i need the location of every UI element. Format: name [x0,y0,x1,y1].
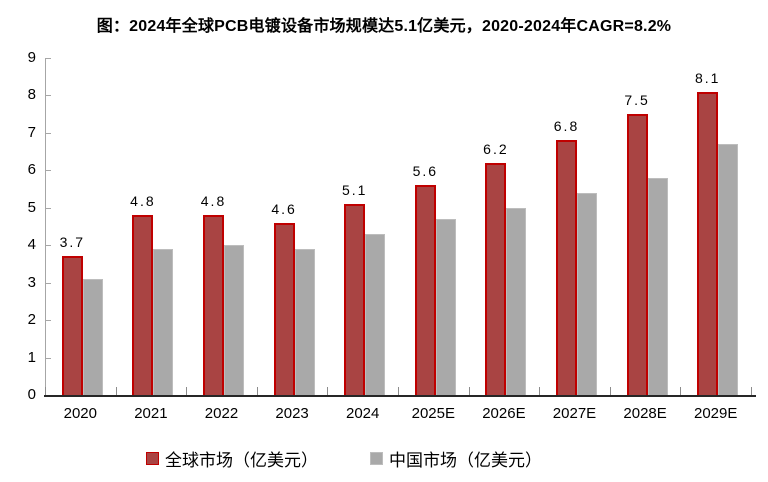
x-label-2021: 2021 [134,405,168,422]
y-tick-label: 6 [27,161,36,179]
x-tick [398,387,399,395]
data-label-global-2024: 5.1 [341,182,368,199]
bar-china-2022 [224,245,244,395]
data-label-global-2028E: 7.5 [624,92,650,109]
x-tick [186,387,188,395]
data-label-global-2026E: 6.2 [483,140,509,157]
x-label-2028E: 2028E [623,405,667,422]
bar-china-2023 [294,248,315,395]
y-tick [46,245,51,247]
bar-global-2029E [697,91,719,395]
x-label-2022: 2022 [204,405,239,422]
x-tick [609,387,611,395]
bar-china-2026E [506,207,527,395]
bar-china-2028E [647,177,668,395]
data-label-global-2029E: 8.1 [694,69,721,86]
data-label-global-2025E: 5.6 [412,163,439,180]
y-tick [46,132,51,134]
bar-global-2026E [485,162,507,395]
bar-global-2025E [414,185,436,395]
bar-global-2023 [273,222,295,395]
bar-china-2027E [577,192,597,395]
bar-global-2024 [344,204,366,395]
y-tick [46,207,51,209]
y-tick [46,58,51,59]
data-label-global-2022: 4.8 [200,193,227,210]
y-tick-label: 0 [27,386,36,403]
bar-global-2022 [203,215,224,395]
y-tick-label: 7 [27,123,36,141]
x-tick [680,387,682,395]
y-tick-label: 8 [27,86,36,104]
legend-entry-global: 全球市场（亿美元） [146,446,318,471]
bar-china-2029E [718,144,739,395]
bar-global-2021 [132,215,154,395]
bar-china-2025E [435,219,456,395]
x-label-2023: 2023 [275,405,309,422]
bar-china-2024 [365,233,386,395]
y-tick-label: 3 [27,273,36,291]
x-tick [751,387,752,395]
y-tick [46,170,51,172]
x-tick [468,387,470,395]
data-label-global-2023: 4.6 [271,200,297,217]
x-tick [45,387,46,395]
x-label-2020: 2020 [63,405,97,422]
x-tick [256,387,258,395]
y-tick-label: 2 [27,311,36,329]
china-series-swatch-icon [370,452,383,465]
data-label-global-2027E: 6.8 [553,118,580,135]
x-tick [539,387,541,395]
legend: 全球市场（亿美元） 中国市场（亿美元） [0,446,688,471]
x-tick [327,387,329,395]
chart-title: 图：2024年全球PCB电镀设备市场规模达5.1亿美元，2020-2024年CA… [96,18,672,35]
x-label-2025E: 2025E [411,405,455,422]
legend-entry-china: 中国市场（亿美元） [370,446,542,471]
bar-china-2020 [82,278,103,395]
y-tick-label: 1 [27,348,36,366]
y-tick [46,282,51,284]
legend-label-global: 全球市场（亿美元） [165,451,318,470]
y-tick [46,95,51,97]
data-label-global-2020: 3.7 [59,234,86,251]
y-tick-label: 4 [27,236,36,254]
bar-global-2027E [556,140,577,395]
bar-global-2020 [61,256,83,395]
x-label-2024: 2024 [346,405,380,422]
y-tick [46,357,51,359]
y-tick [46,320,51,322]
y-tick-label: 5 [27,198,36,216]
y-axis-line [45,58,46,395]
x-label-2027E: 2027E [552,405,597,422]
legend-label-china: 中国市场（亿美元） [389,451,542,470]
y-tick-label: 9 [27,49,36,66]
bar-global-2028E [626,114,648,395]
global-series-swatch-icon [146,452,159,465]
x-label-2029E: 2029E [694,405,738,422]
x-axis-line [44,395,756,397]
data-label-global-2021: 4.8 [130,193,156,210]
x-tick [115,387,117,395]
bar-china-2021 [153,248,174,395]
x-label-2026E: 2026E [482,405,526,422]
